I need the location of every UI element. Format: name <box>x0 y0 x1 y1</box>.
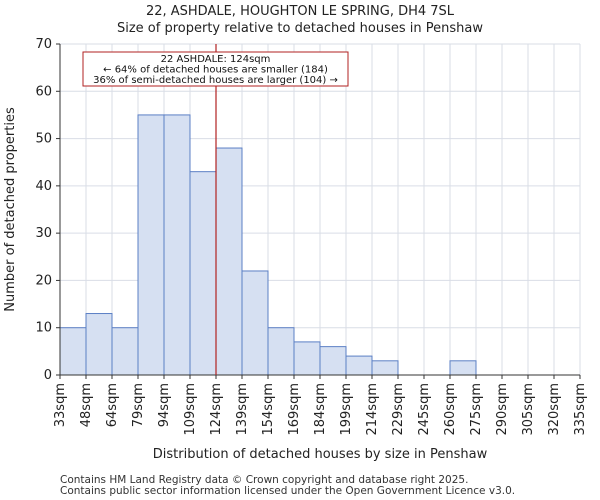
x-tick-label: 169sqm <box>287 383 302 436</box>
x-tick-label: 64sqm <box>105 383 120 427</box>
annotation-box <box>82 51 349 87</box>
footer-copyright: Contains HM Land Registry data © Crown c… <box>60 474 469 486</box>
x-tick-label: 109sqm <box>183 383 198 436</box>
histogram-bar <box>189 171 217 376</box>
histogram-bar <box>59 327 87 376</box>
x-axis-title: Distribution of detached houses by size … <box>153 447 488 462</box>
x-tick-label: 245sqm <box>417 383 432 436</box>
y-tick-label: 70 <box>35 37 52 52</box>
x-tick-label: 290sqm <box>495 383 510 436</box>
x-tick-label: 335sqm <box>573 383 588 436</box>
x-tick-label: 275sqm <box>469 383 484 436</box>
histogram-chart: 0 10 20 30 40 50 60 70 33sqm 48sqm 64sqm 79sqm 94sqm… <box>3 37 588 462</box>
x-tick-label: 229sqm <box>391 383 406 436</box>
y-tick-label: 50 <box>35 132 52 147</box>
y-tick-label: 40 <box>35 179 52 194</box>
y-tick-label: 60 <box>35 84 52 99</box>
x-tick-label: 94sqm <box>157 383 172 427</box>
chart-title-address: 22, ASHDALE, HOUGHTON LE SPRING, DH4 7SL <box>145 4 455 19</box>
histogram-bar <box>137 114 165 376</box>
histogram-bar <box>215 147 243 376</box>
footer-licence: Contains public sector information licen… <box>60 485 516 497</box>
x-tick-label: 48sqm <box>79 383 94 427</box>
annotation-text: ← 64% of detached houses are smaller (18… <box>103 65 328 76</box>
y-tick-label: 0 <box>44 368 52 383</box>
histogram-bar <box>371 360 399 376</box>
histogram-bar <box>293 341 321 376</box>
y-tick-label: 10 <box>35 321 52 336</box>
annotation-text: 22 ASHDALE: 124sqm <box>161 54 271 65</box>
histogram-bar <box>319 346 347 376</box>
x-tick-label: 320sqm <box>547 383 562 436</box>
y-axis-title: Number of detached properties <box>3 107 18 312</box>
histogram-bar <box>85 313 113 376</box>
x-tick-label: 260sqm <box>443 383 458 436</box>
x-tick-label: 184sqm <box>313 383 328 436</box>
x-tick-label: 199sqm <box>339 383 354 436</box>
x-tick-label: 79sqm <box>131 383 146 427</box>
x-tick-label: 214sqm <box>365 383 380 436</box>
histogram-bar <box>267 327 295 376</box>
annotation-text: 36% of semi-detached houses are larger (… <box>93 75 338 86</box>
histogram-bar <box>241 270 269 376</box>
y-tick-label: 30 <box>35 226 52 241</box>
histogram-bar <box>345 355 373 376</box>
histogram-bar <box>111 327 139 376</box>
y-tick-label: 20 <box>35 273 52 288</box>
histogram-bar <box>449 360 477 376</box>
x-tick-label: 33sqm <box>53 383 68 427</box>
x-tick-label: 139sqm <box>235 383 250 436</box>
x-tick-label: 124sqm <box>209 383 224 436</box>
chart-title: Size of property relative to detached ho… <box>116 21 483 36</box>
x-tick-label: 305sqm <box>521 383 536 436</box>
x-tick-label: 154sqm <box>261 383 276 436</box>
histogram-bar <box>163 114 191 376</box>
